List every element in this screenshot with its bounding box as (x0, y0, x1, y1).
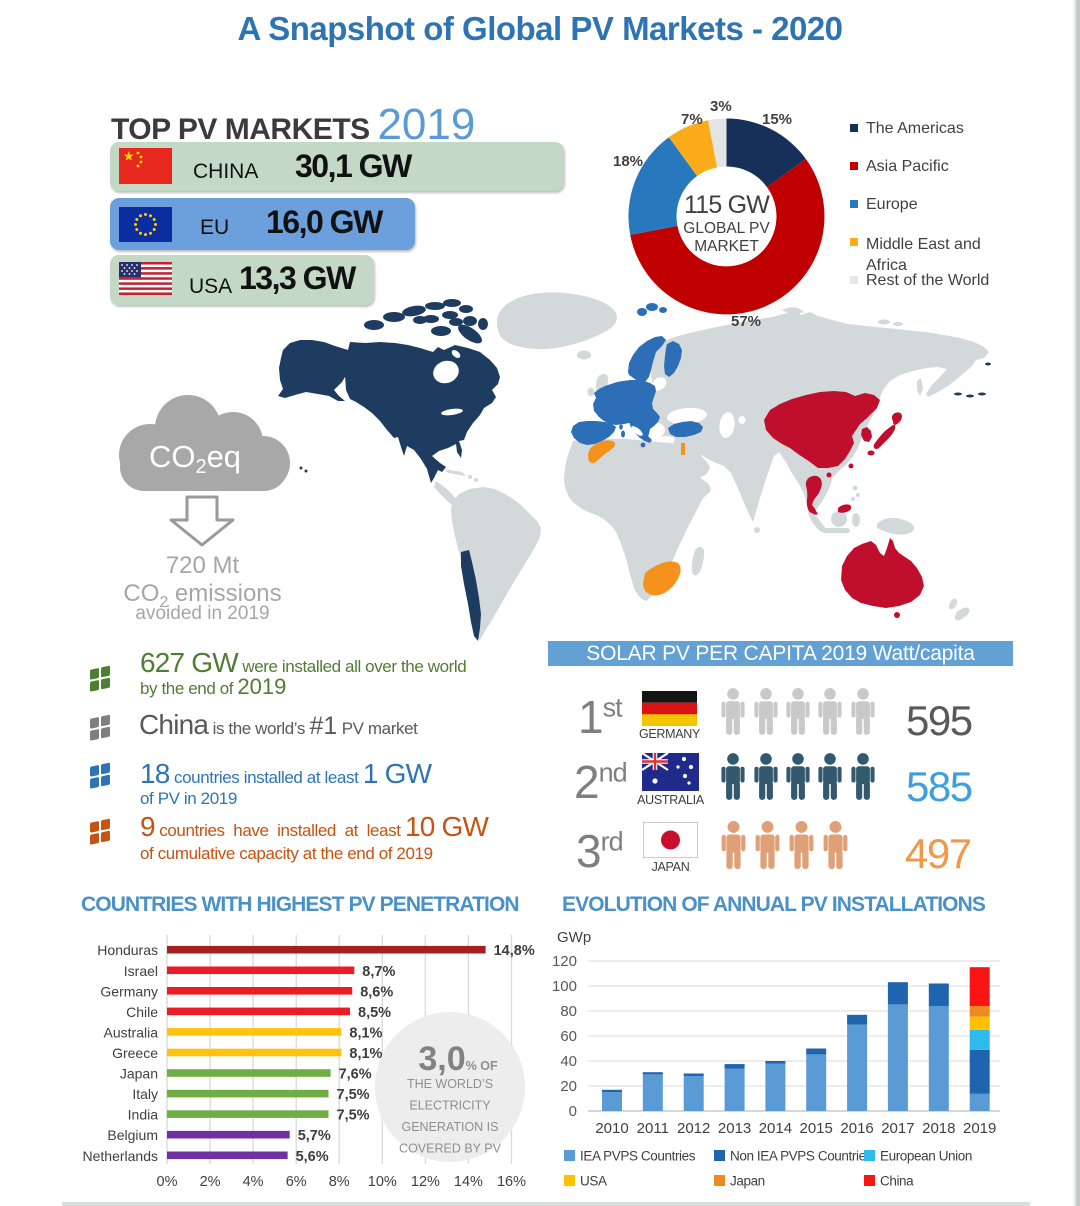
svg-text:12%: 12% (411, 1174, 440, 1190)
svg-text:8,5%: 8,5% (358, 1005, 391, 1021)
svg-text:7,5%: 7,5% (337, 1087, 370, 1103)
svg-text:Chile: Chile (126, 1004, 158, 1020)
svg-text:2016: 2016 (840, 1120, 873, 1137)
svg-text:8%: 8% (329, 1174, 350, 1190)
svg-text:6%: 6% (286, 1174, 307, 1190)
svg-text:European Union: European Union (880, 1149, 972, 1164)
svg-text:GENERATION IS: GENERATION IS (401, 1120, 498, 1134)
svg-text:80: 80 (560, 1003, 577, 1020)
svg-text:20: 20 (560, 1078, 577, 1095)
svg-text:Greece: Greece (112, 1045, 158, 1061)
svg-text:Australia: Australia (104, 1024, 159, 1040)
svg-text:0: 0 (569, 1103, 577, 1120)
svg-text:8,6%: 8,6% (360, 984, 393, 1000)
svg-text:ELECTRICITY: ELECTRICITY (409, 1099, 491, 1113)
svg-text:2017: 2017 (881, 1120, 914, 1137)
svg-text:COVERED BY PV: COVERED BY PV (399, 1142, 502, 1156)
svg-text:8,1%: 8,1% (349, 1046, 382, 1062)
svg-text:Japan: Japan (730, 1174, 765, 1189)
svg-text:India: India (128, 1107, 159, 1123)
svg-text:120: 120 (552, 953, 577, 970)
svg-text:8,1%: 8,1% (349, 1025, 382, 1041)
svg-text:2014: 2014 (759, 1120, 792, 1137)
svg-text:IEA PVPS Countries: IEA PVPS Countries (580, 1149, 696, 1164)
svg-text:CO2eq: CO2eq (149, 439, 241, 478)
svg-text:Honduras: Honduras (97, 942, 158, 958)
svg-text:40: 40 (560, 1053, 577, 1070)
svg-text:3,0% OF: 3,0% OF (418, 1040, 498, 1078)
svg-text:5,7%: 5,7% (298, 1128, 331, 1144)
svg-text:Italy: Italy (132, 1086, 158, 1102)
svg-text:0%: 0% (157, 1174, 178, 1190)
svg-text:Japan: Japan (120, 1066, 158, 1082)
svg-text:14,8%: 14,8% (494, 943, 535, 959)
svg-text:Netherlands: Netherlands (83, 1148, 159, 1164)
svg-text:Germany: Germany (100, 983, 158, 999)
svg-text:2015: 2015 (800, 1120, 833, 1137)
svg-text:Non IEA PVPS Countries: Non IEA PVPS Countries (730, 1149, 873, 1164)
svg-text:7,5%: 7,5% (337, 1108, 370, 1124)
svg-text:7,6%: 7,6% (339, 1067, 372, 1083)
svg-text:4%: 4% (243, 1174, 264, 1190)
svg-text:2%: 2% (200, 1174, 221, 1190)
svg-text:2019: 2019 (963, 1120, 996, 1137)
svg-text:10%: 10% (368, 1174, 397, 1190)
svg-text:100: 100 (552, 978, 577, 995)
svg-text:2013: 2013 (718, 1120, 751, 1137)
svg-text:USA: USA (580, 1174, 607, 1189)
svg-text:8,7%: 8,7% (362, 964, 395, 980)
svg-text:16%: 16% (497, 1174, 526, 1190)
svg-text:2011: 2011 (637, 1120, 669, 1137)
svg-text:60: 60 (560, 1028, 577, 1045)
svg-text:China: China (880, 1174, 914, 1189)
svg-text:2010: 2010 (595, 1120, 628, 1137)
svg-text:THE WORLD’S: THE WORLD’S (407, 1077, 493, 1091)
svg-text:Israel: Israel (124, 963, 158, 979)
svg-text:2018: 2018 (922, 1120, 955, 1137)
svg-text:Belgium: Belgium (107, 1127, 158, 1143)
svg-text:2012: 2012 (677, 1120, 710, 1137)
svg-text:14%: 14% (454, 1174, 483, 1190)
svg-text:5,6%: 5,6% (296, 1149, 329, 1165)
